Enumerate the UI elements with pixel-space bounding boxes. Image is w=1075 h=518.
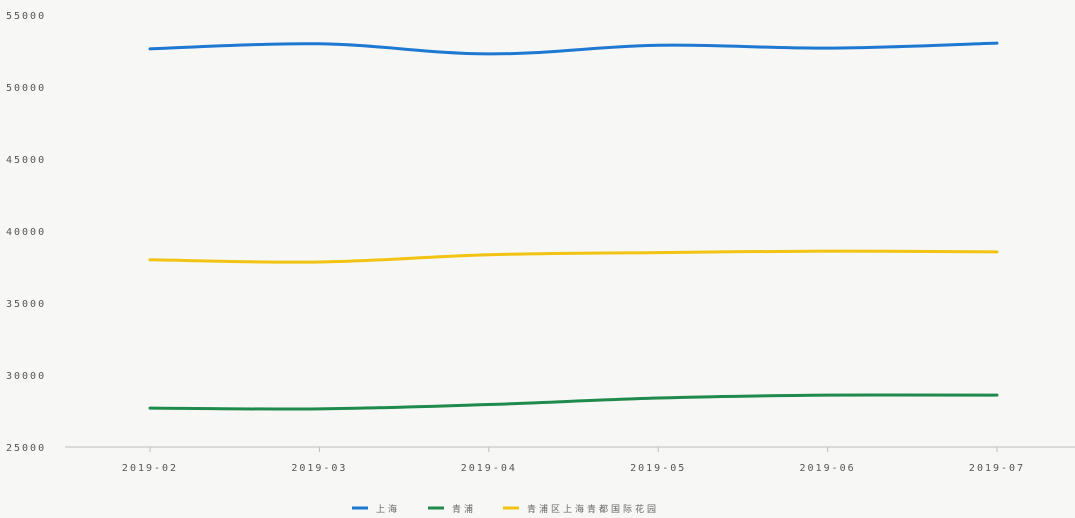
y-tick-label: 50000 bbox=[6, 83, 46, 94]
x-tick-label: 2019-03 bbox=[291, 463, 347, 474]
legend-label-1: 青浦 bbox=[452, 503, 476, 515]
x-tick-label: 2019-02 bbox=[122, 463, 178, 474]
y-tick-label: 30000 bbox=[6, 371, 46, 382]
y-tick-label: 55000 bbox=[6, 11, 46, 22]
series-line-1 bbox=[148, 393, 999, 411]
x-tick-label: 2019-06 bbox=[800, 463, 856, 474]
x-tick-label: 2019-05 bbox=[630, 463, 686, 474]
x-tick-label: 2019-07 bbox=[969, 463, 1025, 474]
y-tick-label: 45000 bbox=[6, 155, 46, 166]
series-line-2 bbox=[148, 249, 999, 264]
legend-label-0: 上海 bbox=[376, 503, 400, 515]
x-tick-label: 2019-04 bbox=[461, 463, 517, 474]
series-line-0 bbox=[148, 41, 999, 56]
y-tick-label: 35000 bbox=[6, 299, 46, 310]
y-tick-label: 40000 bbox=[6, 227, 46, 238]
y-tick-label: 25000 bbox=[6, 443, 46, 454]
legend-label-2: 青浦区上海青都国际花园 bbox=[527, 503, 659, 515]
